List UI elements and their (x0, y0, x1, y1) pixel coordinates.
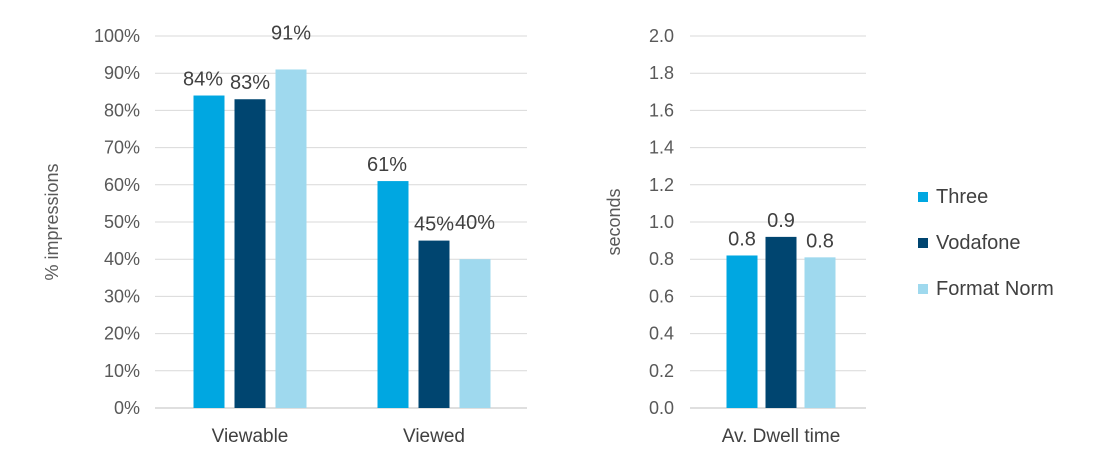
legend-swatch-vodafone (918, 238, 928, 248)
chart2-y-tick-label: 2.0 (649, 26, 674, 46)
chart2-y-tick-label: 1.4 (649, 138, 674, 158)
chart2-y-tick-label: 0.4 (649, 324, 674, 344)
legend-swatch-three (918, 192, 928, 202)
chart1-data-label: 40% (455, 212, 495, 234)
chart1-bar-format-norm-viewable (275, 69, 307, 408)
chart1-data-label: 91% (271, 22, 311, 44)
chart1-y-tick-label: 10% (104, 361, 140, 381)
legend-label-vodafone: Vodafone (936, 231, 1021, 254)
chart1-y-tick-label: 0% (114, 398, 140, 418)
chart1-y-tick-label: 30% (104, 286, 140, 306)
chart2-y-tick-label: 1.8 (649, 63, 674, 83)
chart1-y-tick-label: 40% (104, 249, 140, 269)
chart1-y-tick-label: 80% (104, 100, 140, 120)
legend: Three Vodafone Format Norm (918, 174, 1054, 312)
legend-item-three: Three (918, 174, 1054, 220)
chart1-y-tick-label: 70% (104, 138, 140, 158)
chart2-y-tick-label: 1.0 (649, 212, 674, 232)
chart1-data-label: 61% (367, 154, 407, 176)
legend-label-format-norm: Format Norm (936, 277, 1054, 300)
chart2-y-tick-label: 0.8 (649, 249, 674, 269)
legend-label-three: Three (936, 185, 989, 208)
chart1-bar-format-norm-viewed (459, 259, 491, 408)
chart2-y-tick-label: 1.2 (649, 175, 674, 195)
chart2-y-tick-label: 0.6 (649, 286, 674, 306)
chart1-category-label: Viewed (403, 426, 465, 447)
chart2-y-tick-label: 0.2 (649, 361, 674, 381)
chart2-y-tick-label: 0.0 (649, 398, 674, 418)
chart1-bar-vodafone-viewable (234, 99, 266, 409)
legend-item-vodafone: Vodafone (918, 220, 1054, 266)
chart2-data-label: 0.8 (728, 228, 756, 250)
chart1-data-label: 45% (414, 214, 454, 236)
chart1-y-tick-label: 100% (94, 26, 140, 46)
chart1-y-tick-label: 50% (104, 212, 140, 232)
chart2-y-tick-label: 1.6 (649, 100, 674, 120)
chart1-y-tick-label: 60% (104, 175, 140, 195)
legend-item-format-norm: Format Norm (918, 266, 1054, 312)
chart1-y-axis-title: % impressions (42, 163, 62, 280)
chart2-bar-three-av-dwell-time (726, 255, 758, 408)
chart1-bar-three-viewed (377, 181, 409, 408)
chart2-category-label: Av. Dwell time (722, 426, 841, 447)
chart2-bar-vodafone-av-dwell-time (765, 236, 797, 408)
chart1-y-tick-label: 90% (104, 63, 140, 83)
chart2-bar-format-norm-av-dwell-time (804, 257, 836, 408)
chart2-data-label: 0.9 (767, 210, 795, 232)
chart1-data-label: 84% (183, 69, 223, 91)
chart2-data-label: 0.8 (806, 230, 834, 252)
chart1-data-label: 83% (230, 72, 270, 94)
chart2-y-axis-title: seconds (604, 188, 624, 255)
legend-swatch-format-norm (918, 284, 928, 294)
chart1-bar-vodafone-viewed (418, 240, 450, 408)
chart1-category-label: Viewable (212, 426, 289, 447)
chart1-bar-three-viewable (193, 95, 225, 409)
chart1-y-tick-label: 20% (104, 324, 140, 344)
